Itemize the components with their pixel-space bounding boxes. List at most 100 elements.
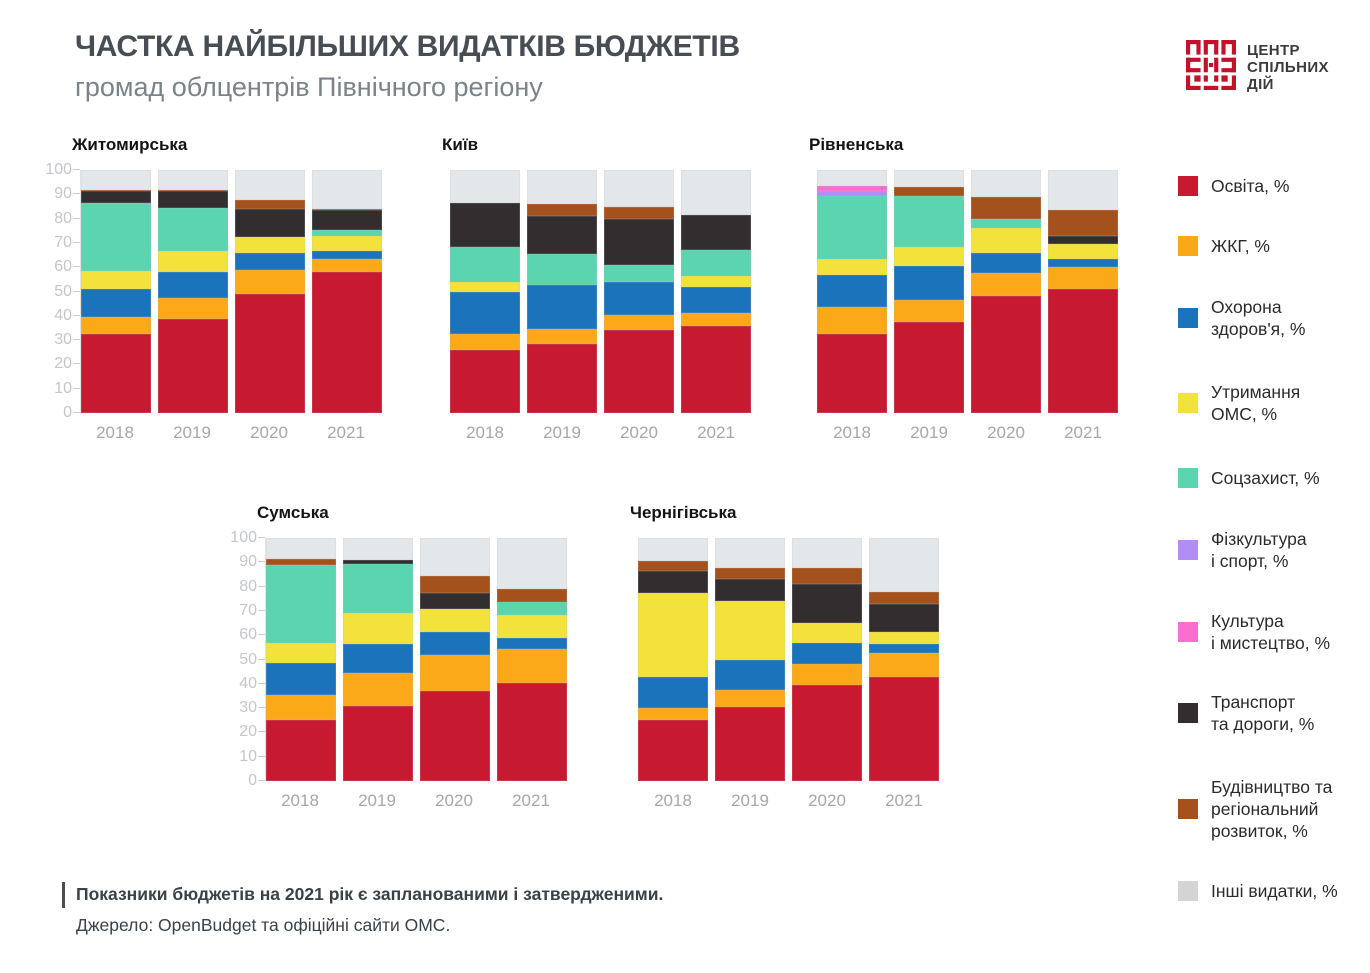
segment-Охорона здоров'я (81, 289, 151, 318)
y-axis-tick (258, 537, 265, 538)
legend-item: Інші видатки, % (1178, 880, 1338, 902)
legend-label: Освіта, % (1211, 176, 1290, 196)
y-axis-label: 80 (54, 209, 72, 227)
segment-Культура і мистецтво (817, 185, 887, 191)
chart-title: Київ (442, 135, 479, 154)
legend-label: Транспорт та дороги, % (1211, 692, 1315, 734)
segment-Соцзахист (894, 195, 964, 247)
segment-Транспорт та дороги (792, 584, 862, 624)
x-axis-label: 2021 (1064, 423, 1102, 442)
segment-Охорона здоров'я (894, 266, 964, 301)
y-axis-label: 90 (54, 185, 72, 203)
legend-item: Культура і мистецтво, % (1178, 610, 1330, 654)
chart-sumska: Сумська 0 10 20 30 40 50 60 70 80 90 100 2018 2019 2… (225, 503, 570, 848)
segment-Транспорт та дороги (715, 579, 785, 602)
segment-Будівництво та регіональний розвиток (715, 568, 785, 580)
segment-Інші видатки (869, 538, 939, 592)
segment-Утримання ОМС (420, 608, 490, 632)
segment-Транспорт та дороги (420, 592, 490, 609)
x-axis-label: 2019 (910, 423, 948, 442)
segment-Інші видатки (971, 170, 1041, 197)
segment-ЖКГ (497, 648, 567, 683)
chart-title: Чернігівська (630, 503, 737, 522)
legend-swatch (1178, 622, 1198, 642)
y-axis-label: 100 (45, 161, 72, 178)
y-axis-tick (258, 609, 265, 611)
legend-swatch (1178, 799, 1198, 819)
legend-item: Транспорт та дороги, % (1178, 691, 1314, 735)
chart-zhytomyrska: Житомирська 0 10 20 30 40 50 60 70 80 90 100 2018 2… (40, 135, 385, 480)
y-axis-tick (73, 314, 80, 316)
segment-ЖКГ (638, 708, 708, 721)
segment-Утримання ОМС (638, 592, 708, 677)
segment-Інші видатки (638, 538, 708, 562)
segment-Інші видатки (1048, 170, 1118, 211)
bar-Житомирська-2021 (312, 170, 382, 413)
segment-ЖКГ (681, 313, 751, 326)
x-axis-label: 2021 (697, 423, 735, 442)
legend-item: Фізкультура і спорт, % (1178, 528, 1307, 572)
bar-Рівненська-2018 (817, 170, 887, 413)
segment-Освіта (792, 685, 862, 781)
y-axis-label: 0 (63, 404, 72, 421)
bar-Житомирська-2018 (81, 170, 151, 413)
bar-Київ-2020 (604, 170, 674, 413)
segment-Освіта (894, 321, 964, 413)
segment-Утримання ОМС (681, 275, 751, 287)
segment-Охорона здоров'я (638, 676, 708, 709)
segment-Охорона здоров'я (450, 291, 520, 335)
legend: Освіта, % ЖКГ, % Охорона здоров'я, % Утрима… (1178, 0, 1363, 973)
y-axis-label: 40 (239, 674, 257, 692)
segment-ЖКГ (869, 653, 939, 677)
segment-Будівництво та регіональний розвиток (638, 561, 708, 571)
y-axis-label: 50 (239, 650, 257, 668)
legend-swatch (1178, 176, 1198, 196)
bar-Житомирська-2019 (158, 170, 228, 413)
y-axis-tick (258, 707, 265, 709)
segment-Охорона здоров'я (715, 659, 785, 690)
chart-rivnenska: Рівненська 2018 2019 2020 2021 (809, 135, 1162, 480)
segment-Соцзахист (817, 195, 887, 259)
segment-Утримання ОМС (869, 631, 939, 644)
y-axis-tick (258, 561, 265, 563)
segment-Утримання ОМС (715, 601, 785, 660)
bar-Сумська-2019 (343, 538, 413, 781)
segment-Інші видатки (681, 170, 751, 216)
segment-Соцзахист (527, 253, 597, 286)
segment-ЖКГ (266, 694, 336, 721)
legend-label: Утримання ОМС, % (1211, 382, 1301, 424)
plot-area (817, 170, 1118, 413)
y-axis-label: 30 (54, 331, 72, 349)
segment-Утримання ОМС (1048, 244, 1118, 259)
segment-Освіта (158, 319, 228, 413)
segment-Соцзахист (158, 207, 228, 252)
x-axis-label: 2018 (833, 423, 871, 442)
legend-label: Фізкультура і спорт, % (1211, 529, 1307, 571)
segment-ЖКГ (312, 258, 382, 273)
x-axis-label: 2018 (466, 423, 504, 442)
legend-label: Охорона здоров'я, % (1211, 297, 1306, 339)
segment-Будівництво та регіональний розвиток (497, 589, 567, 603)
segment-Інші видатки (420, 538, 490, 576)
x-axis-label: 2020 (435, 791, 473, 810)
segment-Будівництво та регіональний розвиток (312, 208, 382, 211)
y-axis-tick (73, 339, 80, 341)
segment-Соцзахист (497, 602, 567, 615)
y-axis-tick (258, 682, 265, 684)
segment-ЖКГ (1048, 267, 1118, 290)
logo-line: ДІЙ (1247, 76, 1274, 93)
bar-Рівненська-2020 (971, 170, 1041, 413)
y-axis-tick (258, 731, 265, 733)
segment-Інші видатки (894, 170, 964, 188)
page-title: ЧАСТКА НАЙБІЛЬШИХ ВИДАТКІВ БЮДЖЕТІВ (75, 30, 740, 63)
segment-Утримання ОМС (497, 614, 567, 638)
segment-Соцзахист (681, 250, 751, 276)
chart-title: Сумська (257, 503, 329, 522)
segment-Інші видатки (792, 538, 862, 569)
bar-Сумська-2018 (266, 538, 336, 781)
chart-chernihivska: Чернігівська 2018 2019 2020 2021 (630, 503, 983, 848)
x-axis-label: 2018 (654, 791, 692, 810)
segment-Охорона здоров'я (420, 631, 490, 655)
segment-Будівництво та регіональний розвиток (235, 200, 305, 209)
